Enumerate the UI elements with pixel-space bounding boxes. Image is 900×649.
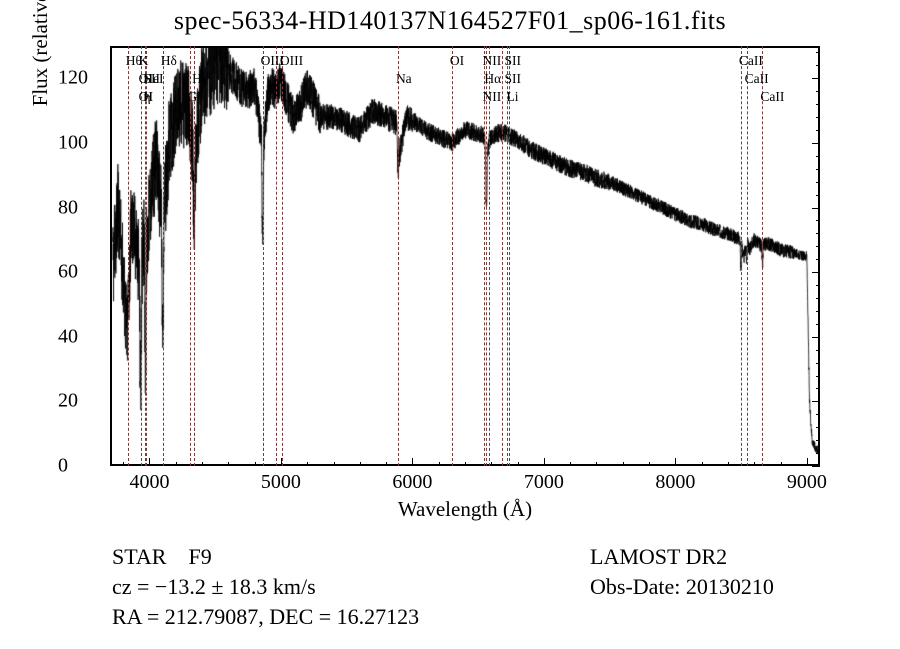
y-tick-minor-104 (816, 130, 820, 131)
x-tick-minor-8200 (702, 462, 703, 466)
y-tick-minor-12 (816, 427, 820, 428)
ra-dec-row: RA = 212.79087, DEC = 16.27123 (112, 602, 419, 632)
x-tick-mark-9000 (807, 458, 808, 466)
y-tick-label-0: 0 (58, 455, 812, 478)
x-tick-minor-3800 (123, 462, 124, 466)
y-tick-label-100: 100 (58, 131, 812, 154)
x-tick-mark-8000 (675, 458, 676, 466)
x-tick-minor-7600 (623, 462, 624, 466)
y-tick-minor-64 (816, 259, 820, 260)
y-tick-minor-124 (816, 65, 820, 66)
info-block: STAR F9 cz = −13.2 ± 18.3 km/s RA = 212.… (0, 542, 900, 649)
x-tick-minor-5200 (307, 462, 308, 466)
star-type-row: STAR F9 (112, 542, 419, 572)
y-tick-label-80: 80 (58, 196, 812, 219)
x-tick-minor-5800 (386, 462, 387, 466)
y-tick-minor-32 (816, 363, 820, 364)
y-tick-minor-84 (816, 195, 820, 196)
line-label-CaII-8662: CaII (760, 90, 784, 104)
y-tick-mark-100 (812, 143, 820, 144)
page-title: spec-56334-HD140137N164527F01_sp06-161.f… (0, 6, 900, 36)
line-label-Li-6731: Li (507, 90, 519, 104)
x-tick-minor-8400 (728, 462, 729, 466)
x-tick-mark-5000 (281, 458, 282, 466)
y-tick-mark-60 (812, 272, 820, 273)
y-tick-minor-28 (816, 376, 820, 377)
star-info-column: STAR F9 cz = −13.2 ± 18.3 km/s RA = 212.… (112, 542, 419, 632)
x-tick-minor-5400 (334, 462, 335, 466)
y-tick-minor-116 (816, 91, 820, 92)
y-tick-minor-112 (816, 104, 820, 105)
spectrum-plot-page: spec-56334-HD140137N164527F01_sp06-161.f… (0, 0, 900, 649)
x-tick-label-7000: 7000 (524, 471, 564, 494)
x-tick-minor-7200 (570, 462, 571, 466)
y-tick-minor-68 (816, 246, 820, 247)
line-label-G-4305: G (188, 90, 198, 104)
y-tick-mark-20 (812, 401, 820, 402)
x-tick-minor-6400 (465, 462, 466, 466)
y-tick-mark-0 (812, 466, 820, 467)
x-tick-label-6000: 6000 (392, 471, 432, 494)
y-tick-minor-92 (816, 169, 820, 170)
y-tick-mark-40 (812, 337, 820, 338)
x-tick-label-8000: 8000 (655, 471, 695, 494)
x-tick-minor-6600 (491, 462, 492, 466)
x-tick-minor-8600 (754, 462, 755, 466)
x-tick-mark-6000 (412, 458, 413, 466)
line-label-NII-6548: NII (482, 90, 501, 104)
x-tick-label-4000: 4000 (129, 471, 169, 494)
plot-area: Hθ K Hδ OIII OIII OI NII SII CaII OI HeI SII Hγ Hα SII… (110, 46, 820, 466)
survey-name-row: LAMOST DR2 (590, 542, 774, 572)
y-tick-minor-96 (816, 156, 820, 157)
y-tick-minor-36 (816, 350, 820, 351)
x-tick-minor-4800 (255, 462, 256, 466)
x-tick-minor-7400 (596, 462, 597, 466)
x-tick-minor-5600 (360, 462, 361, 466)
x-tick-minor-7800 (649, 462, 650, 466)
survey-info-column: LAMOST DR2 Obs-Date: 20130210 (590, 542, 774, 602)
obs-date-row: Obs-Date: 20130210 (590, 572, 774, 602)
y-tick-minor-108 (816, 117, 820, 118)
y-tick-label-60: 60 (58, 261, 812, 284)
x-tick-label-9000: 9000 (787, 471, 827, 494)
y-tick-minor-76 (816, 220, 820, 221)
y-tick-mark-120 (812, 78, 820, 79)
y-tick-minor-56 (816, 285, 820, 286)
x-tick-minor-4200 (176, 462, 177, 466)
x-tick-minor-6200 (439, 462, 440, 466)
y-tick-label-120: 120 (58, 67, 812, 90)
y-tick-minor-8 (816, 440, 820, 441)
x-tick-minor-8800 (781, 462, 782, 466)
x-tick-minor-6800 (518, 462, 519, 466)
x-tick-label-5000: 5000 (261, 471, 301, 494)
y-tick-minor-52 (816, 298, 820, 299)
y-tick-minor-24 (816, 388, 820, 389)
y-tick-minor-128 (816, 52, 820, 53)
x-axis-label: Wavelength (Å) (110, 497, 820, 522)
y-tick-minor-88 (816, 182, 820, 183)
x-tick-mark-4000 (149, 458, 150, 466)
y-tick-minor-44 (816, 324, 820, 325)
y-tick-minor-48 (816, 311, 820, 312)
y-tick-mark-80 (812, 208, 820, 209)
x-tick-mark-7000 (544, 458, 545, 466)
cz-row: cz = −13.2 ± 18.3 km/s (112, 572, 419, 602)
y-tick-minor-72 (816, 233, 820, 234)
y-tick-label-20: 20 (58, 390, 812, 413)
y-axis-label: Flux (relative) (28, 0, 48, 256)
y-tick-minor-16 (816, 414, 820, 415)
x-tick-minor-4400 (202, 462, 203, 466)
x-tick-minor-4600 (228, 462, 229, 466)
y-tick-minor-4 (816, 453, 820, 454)
line-label--3970: η (144, 90, 151, 104)
y-tick-label-40: 40 (58, 325, 812, 348)
